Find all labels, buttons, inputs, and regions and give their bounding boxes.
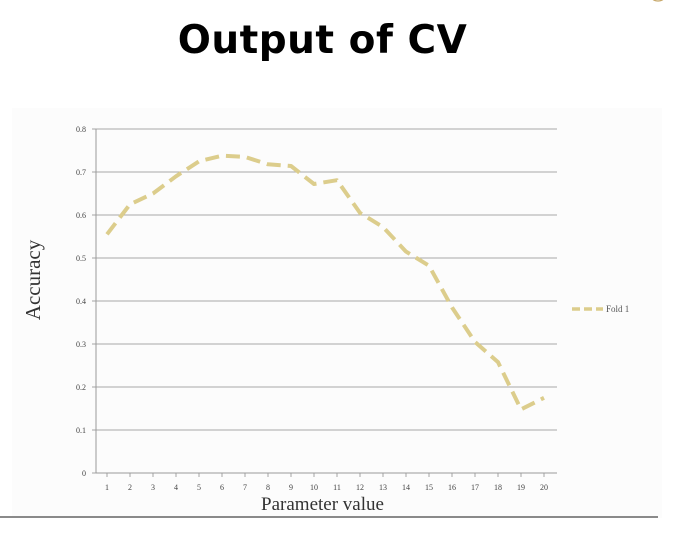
data-point [152,193,153,194]
y-tick-label: 0.5 [76,254,86,263]
series-layer [105,153,545,412]
x-axis-title: Parameter value [261,494,384,515]
y-tick-label: 0.4 [76,297,86,306]
y-tick-label: 0.7 [76,168,86,177]
data-point [221,155,222,156]
series-line-fold-1 [105,153,545,412]
y-tick-label: 0.3 [76,340,86,349]
data-point [543,397,544,398]
data-point [428,265,429,266]
y-tick-label: 0.8 [76,125,86,134]
data-point [175,176,176,177]
data-point [313,183,314,184]
x-tick-label: 8 [266,483,270,492]
data-point [267,164,268,165]
x-tick-label: 20 [540,483,548,492]
x-axis-ticks: 1 2 3 4 5 6 7 8 9 10 11 12 13 14 15 16 17 18 19 20 [105,473,548,492]
data-point [106,234,107,235]
y-tick-label: 0.2 [76,383,86,392]
y-tick-label: 0.6 [76,211,86,220]
slide-title: Output of CV [177,18,468,63]
x-tick-label: 13 [379,483,387,492]
data-point [474,341,475,342]
y-axis-ticks: 0 0.1 0.2 0.3 0.4 0.5 0.6 0.7 0.8 [76,125,96,478]
x-tick-label: 17 [471,483,479,492]
data-point [497,362,498,363]
x-tick-label: 5 [197,483,201,492]
data-point [382,226,383,227]
x-tick-label: 12 [356,483,364,492]
bottom-divider [0,516,658,518]
data-point [520,409,521,410]
x-tick-label: 3 [151,483,155,492]
x-tick-label: 18 [494,483,502,492]
data-point [244,156,245,157]
data-point [129,204,130,205]
y-axis-title: Accuracy [21,239,45,320]
data-point [198,161,199,162]
x-tick-label: 16 [448,483,456,492]
data-point [451,307,452,308]
data-point [290,165,291,166]
x-tick-label: 6 [220,483,224,492]
x-tick-label: 14 [402,483,410,492]
legend: Fold 1 [572,304,629,314]
x-tick-label: 2 [128,483,132,492]
logo-icon [652,0,664,2]
legend-label-fold-1: Fold 1 [606,304,629,314]
y-tick-label: 0.1 [76,426,86,435]
y-tick-label: 0 [82,469,86,478]
x-tick-label: 15 [425,483,433,492]
x-tick-label: 7 [243,483,247,492]
x-tick-label: 10 [310,483,318,492]
data-point [359,212,360,213]
x-tick-label: 1 [105,483,109,492]
x-tick-label: 11 [333,483,341,492]
x-tick-label: 9 [289,483,293,492]
data-point [336,180,337,181]
x-tick-label: 4 [174,483,178,492]
chart-panel [12,108,662,518]
data-point [405,251,406,252]
x-tick-label: 19 [517,483,525,492]
